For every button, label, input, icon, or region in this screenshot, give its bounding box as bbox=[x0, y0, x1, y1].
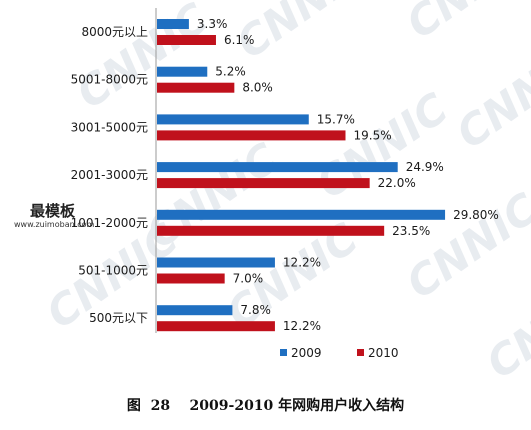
value-label-2009: 7.8% bbox=[240, 303, 271, 317]
bar-2010 bbox=[157, 35, 216, 45]
category-label: 3001-5000元 bbox=[71, 120, 148, 134]
value-label-2010: 8.0% bbox=[242, 81, 272, 95]
bar-2009 bbox=[157, 162, 398, 173]
value-label-2010: 12.2% bbox=[283, 319, 321, 333]
legend-swatch-2010 bbox=[357, 349, 364, 356]
logo-url: www.zuimoban.com bbox=[14, 220, 95, 229]
bar-2010 bbox=[157, 178, 370, 189]
bar-2009 bbox=[157, 114, 309, 125]
bar-2009 bbox=[157, 209, 446, 220]
bar-2010 bbox=[157, 130, 346, 141]
bar-2010 bbox=[157, 225, 385, 236]
value-label-2010: 22.0% bbox=[378, 176, 416, 190]
value-label-2009: 29.80% bbox=[453, 208, 499, 222]
bar-2010 bbox=[157, 82, 235, 93]
value-label-2010: 6.1% bbox=[224, 33, 255, 47]
value-label-2010: 23.5% bbox=[392, 224, 430, 238]
category-label: 2001-3000元 bbox=[71, 168, 148, 182]
category-label: 501-1000元 bbox=[78, 264, 148, 278]
bar-2010 bbox=[157, 273, 225, 284]
value-label-2009: 3.3% bbox=[197, 17, 228, 31]
value-label-2010: 7.0% bbox=[233, 272, 264, 286]
value-label-2010: 19.5% bbox=[354, 128, 392, 142]
watermark-0: CNNIC bbox=[68, 0, 217, 118]
legend-label-2010: 2010 bbox=[368, 346, 399, 360]
legend-label-2009: 2009 bbox=[291, 346, 322, 360]
bar-2009 bbox=[157, 19, 189, 29]
watermark-5: CNNIC bbox=[448, 33, 531, 158]
bar-2009 bbox=[157, 305, 233, 316]
bar-2009 bbox=[157, 66, 208, 77]
value-label-2009: 12.2% bbox=[283, 256, 321, 270]
value-label-2009: 15.7% bbox=[317, 112, 355, 126]
watermark-2: CNNIC bbox=[398, 0, 531, 48]
category-label: 5001-8000元 bbox=[71, 73, 148, 87]
logo-text: 最模板 bbox=[30, 202, 76, 220]
chart-area: CNNIC CNNIC CNNIC CNNIC CNNIC CNNIC CNNIC CNNIC… bbox=[14, 0, 531, 385]
bar-2010 bbox=[157, 321, 275, 332]
category-label: 500元以下 bbox=[89, 311, 148, 325]
figure-caption: 图 28 2009-2010 年网购用户收入结构 bbox=[126, 398, 405, 414]
bars-group: 8000元以上 3.3% 6.1% 5001-8000元 5.2% 8.0% 3001-50… bbox=[71, 17, 499, 333]
value-label-2009: 24.9% bbox=[406, 160, 444, 174]
category-label: 8000元以上 bbox=[81, 25, 148, 39]
legend: 2009 2010 bbox=[280, 346, 399, 360]
value-label-2009: 5.2% bbox=[215, 65, 246, 79]
bar-2009 bbox=[157, 257, 275, 268]
legend-swatch-2009 bbox=[280, 349, 287, 356]
watermark-9: CNNIC bbox=[478, 263, 531, 385]
watermark-8: CNNIC bbox=[398, 183, 531, 308]
category-label: 1001-2000元 bbox=[71, 216, 148, 230]
